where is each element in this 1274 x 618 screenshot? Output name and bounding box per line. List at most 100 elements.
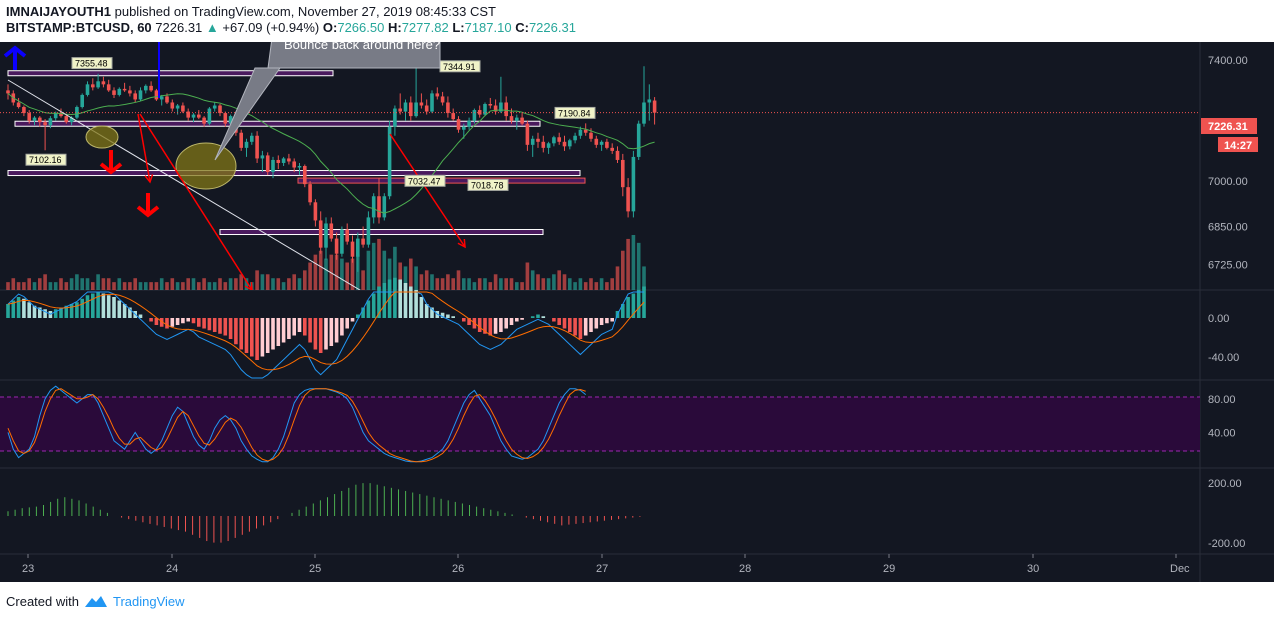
tradingview-brand-link[interactable]: TradingView bbox=[112, 593, 185, 609]
candle-body[interactable] bbox=[435, 93, 440, 97]
candle-body[interactable] bbox=[255, 135, 259, 159]
candle-body[interactable] bbox=[197, 114, 201, 118]
price-label-box[interactable] bbox=[467, 178, 509, 191]
candle-body[interactable] bbox=[191, 114, 196, 118]
price-label-box[interactable] bbox=[25, 153, 67, 166]
trend-arrow[interactable] bbox=[137, 113, 151, 183]
candle-body[interactable] bbox=[541, 141, 546, 148]
candle-body[interactable] bbox=[546, 143, 551, 148]
candle-body[interactable] bbox=[594, 138, 599, 145]
candle-body[interactable] bbox=[112, 90, 116, 95]
candle-body[interactable] bbox=[53, 113, 58, 119]
callout-annotation[interactable]: Bounce back around here? bbox=[214, 42, 441, 161]
author-name[interactable]: IMNAIJAYOUTH1 bbox=[6, 4, 111, 19]
candle-body[interactable] bbox=[610, 147, 614, 151]
candle-body[interactable] bbox=[91, 84, 95, 88]
candle-body[interactable] bbox=[32, 117, 37, 121]
candle-body[interactable] bbox=[414, 102, 418, 117]
candle-body[interactable] bbox=[38, 117, 42, 123]
candle-body[interactable] bbox=[393, 108, 397, 127]
candle-body[interactable] bbox=[80, 94, 84, 108]
support-resistance-zone[interactable] bbox=[14, 120, 541, 127]
candle-body[interactable] bbox=[276, 159, 281, 163]
candle-body[interactable] bbox=[318, 220, 323, 248]
price-label-box[interactable] bbox=[71, 57, 113, 70]
chart-svg[interactable]: 7355.487102.167380.007344.917032.477018.… bbox=[0, 42, 1274, 582]
candle-body[interactable] bbox=[128, 90, 132, 94]
candle-body[interactable] bbox=[101, 81, 106, 85]
candle-body[interactable] bbox=[271, 159, 275, 173]
candle-body[interactable] bbox=[371, 196, 376, 218]
candle-body[interactable] bbox=[636, 123, 641, 157]
candle-body[interactable] bbox=[159, 96, 164, 100]
candle-body[interactable] bbox=[250, 135, 254, 142]
candle-body[interactable] bbox=[621, 159, 625, 188]
candle-body[interactable] bbox=[440, 96, 445, 103]
trend-arrow[interactable] bbox=[389, 133, 466, 248]
candle-body[interactable] bbox=[212, 105, 217, 109]
candle-body[interactable] bbox=[430, 93, 434, 112]
candle-body[interactable] bbox=[462, 126, 466, 130]
candle-body[interactable] bbox=[6, 90, 10, 94]
candle-body[interactable] bbox=[647, 99, 652, 103]
candle-body[interactable] bbox=[106, 84, 111, 91]
candle-body[interactable] bbox=[366, 217, 371, 245]
candle-body[interactable] bbox=[615, 150, 620, 160]
candle-body[interactable] bbox=[631, 156, 636, 212]
candle-body[interactable] bbox=[149, 85, 153, 91]
highlight-ellipse[interactable] bbox=[175, 142, 237, 190]
trendline[interactable] bbox=[7, 79, 380, 302]
candle-body[interactable] bbox=[340, 229, 344, 254]
candle-body[interactable] bbox=[419, 102, 424, 106]
candle-body[interactable] bbox=[287, 158, 291, 162]
candle-body[interactable] bbox=[122, 88, 127, 91]
candle-body[interactable] bbox=[313, 202, 318, 221]
candle-body[interactable] bbox=[144, 85, 148, 91]
candle-body[interactable] bbox=[170, 102, 175, 109]
candle-body[interactable] bbox=[303, 166, 307, 185]
candle-body[interactable] bbox=[530, 138, 535, 145]
candle-body[interactable] bbox=[228, 116, 233, 124]
candle-body[interactable] bbox=[154, 90, 159, 100]
candle-body[interactable] bbox=[387, 126, 392, 197]
support-resistance-zone[interactable] bbox=[7, 70, 334, 77]
candle-body[interactable] bbox=[22, 107, 26, 114]
price-label-box[interactable] bbox=[554, 106, 596, 119]
candle-body[interactable] bbox=[329, 223, 334, 239]
candle-body[interactable] bbox=[64, 116, 69, 123]
candle-body[interactable] bbox=[218, 105, 222, 114]
support-resistance-zone[interactable] bbox=[219, 229, 544, 236]
candle-body[interactable] bbox=[48, 118, 53, 126]
candle-body[interactable] bbox=[568, 140, 572, 147]
candle-body[interactable] bbox=[509, 116, 514, 121]
candle-body[interactable] bbox=[138, 90, 143, 100]
candle-body[interactable] bbox=[472, 110, 477, 121]
candle-body[interactable] bbox=[59, 113, 63, 117]
candle-body[interactable] bbox=[85, 84, 90, 95]
candle-body[interactable] bbox=[133, 93, 137, 100]
candle-body[interactable] bbox=[583, 129, 588, 133]
candle-body[interactable] bbox=[239, 132, 243, 148]
candle-body[interactable] bbox=[207, 108, 212, 124]
candle-body[interactable] bbox=[308, 184, 312, 203]
candle-body[interactable] bbox=[96, 81, 100, 88]
candle-body[interactable] bbox=[652, 100, 657, 113]
candle-body[interactable] bbox=[552, 137, 556, 144]
candle-body[interactable] bbox=[334, 238, 339, 254]
candle-body[interactable] bbox=[456, 119, 461, 130]
candle-body[interactable] bbox=[292, 161, 296, 168]
candle-body[interactable] bbox=[477, 110, 482, 115]
candle-body[interactable] bbox=[605, 141, 609, 148]
candle-body[interactable] bbox=[499, 102, 503, 112]
price-label-box[interactable] bbox=[404, 174, 446, 187]
candle-body[interactable] bbox=[493, 105, 498, 112]
candle-body[interactable] bbox=[181, 105, 185, 112]
candle-body[interactable] bbox=[260, 155, 265, 159]
candle-body[interactable] bbox=[515, 117, 519, 121]
candle-body[interactable] bbox=[16, 102, 21, 108]
candle-body[interactable] bbox=[398, 108, 402, 112]
candle-body[interactable] bbox=[324, 223, 328, 248]
chart-area[interactable]: 7355.487102.167380.007344.917032.477018.… bbox=[0, 42, 1274, 582]
candle-body[interactable] bbox=[43, 122, 47, 126]
candle-body[interactable] bbox=[557, 137, 561, 142]
